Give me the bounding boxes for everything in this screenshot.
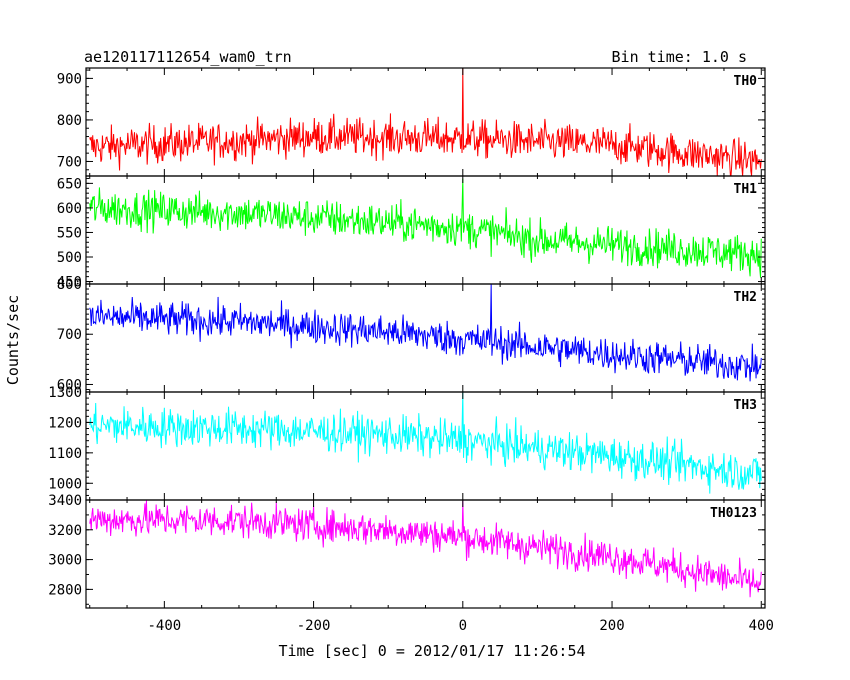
panel-label: TH0 (734, 74, 758, 89)
panel-label: TH2 (734, 290, 757, 305)
panel-th1: 450 500 550 600 650 TH1 (57, 175, 766, 291)
series-line-th2 (89, 284, 762, 382)
x-tick-label: -400 (147, 618, 181, 634)
x-tick-label: -200 (297, 618, 331, 634)
panel-frame (85, 175, 766, 285)
chart-title: ae120117112654_wam0_trn (84, 48, 292, 66)
series-line-th1 (89, 178, 762, 278)
y-tick-label: 1000 (48, 476, 82, 492)
x-axis-label: Time [sec] 0 = 2012/01/17 11:26:54 (278, 642, 585, 660)
y-tick-label: 500 (57, 250, 82, 266)
y-tick-label: 550 (57, 225, 82, 241)
y-tick-label: 900 (57, 71, 82, 87)
y-tick-label: 3400 (48, 493, 82, 509)
x-tick-label: 0 (459, 618, 467, 634)
y-tick-label: 700 (57, 154, 82, 170)
series-line-th3 (89, 392, 762, 494)
series-line-th0123 (89, 500, 762, 598)
y-tick-label: 800 (57, 113, 82, 129)
y-tick-label: 700 (57, 327, 82, 343)
panel-frame (85, 67, 766, 177)
y-axis-label: Counts/sec (4, 295, 22, 385)
panel-th3: 1000 1100 1200 1300 TH3 (48, 385, 766, 501)
series-line-th0 (89, 68, 762, 176)
x-tick-label: 400 (749, 618, 774, 634)
y-tick-label: 3000 (48, 553, 82, 569)
y-tick-label: 450 (57, 275, 82, 291)
y-tick-label: 1100 (48, 446, 82, 462)
y-tick-label: 650 (57, 176, 82, 192)
panel-label: TH3 (734, 398, 757, 413)
y-tick-label: 1200 (48, 415, 82, 431)
panel-th2: 600 700 800 TH2 (57, 277, 766, 393)
y-tick-label: 3200 (48, 523, 82, 539)
panel-th0: 700 800 900 TH0 (57, 67, 766, 177)
panel-label: TH0123 (710, 506, 757, 521)
y-tick-label: 2800 (48, 582, 82, 598)
panel-frame (85, 391, 766, 501)
panel-th0123: 2800 3000 3200 3400 TH0123 (48, 493, 766, 609)
y-tick-label: 600 (57, 201, 82, 217)
x-tick-label: 200 (599, 618, 624, 634)
y-tick-label: 800 (57, 277, 82, 293)
y-tick-label: 1300 (48, 385, 82, 401)
y-tick-label: 600 (57, 377, 82, 393)
panel-label: TH1 (734, 182, 758, 197)
plot-panels: 700 800 900 TH0 450 500 550 600 650 TH1 600 700 800 T… (48, 67, 774, 634)
bin-time-label: Bin time: 1.0 s (612, 48, 747, 66)
